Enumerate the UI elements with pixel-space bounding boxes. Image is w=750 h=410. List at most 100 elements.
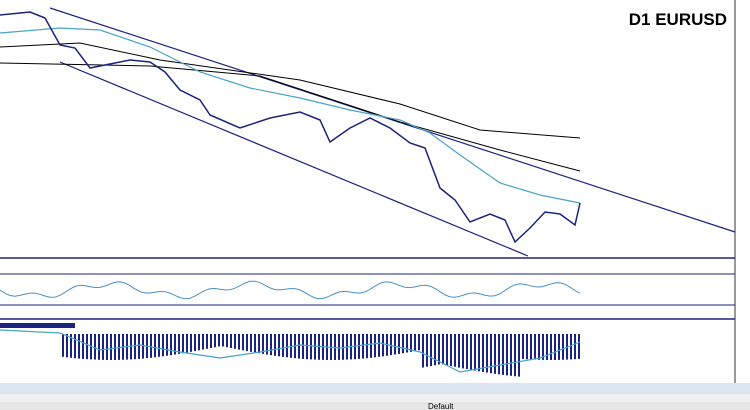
- macd-bar: [186, 334, 188, 353]
- macd-bar: [74, 334, 76, 359]
- macd-bar: [158, 334, 160, 357]
- macd-bar: [106, 334, 108, 360]
- price-line: [0, 11, 581, 244]
- macd-bar: [222, 334, 224, 347]
- macd-bar: [250, 334, 252, 352]
- macd-bar: [82, 334, 84, 359]
- macd-bar: [546, 334, 548, 360]
- macd-bar: [178, 334, 180, 354]
- macd-bar: [246, 334, 248, 352]
- macd-bar: [150, 334, 152, 358]
- macd-bar: [358, 334, 360, 359]
- macd-bar: [534, 334, 536, 360]
- macd-bar: [486, 334, 488, 373]
- macd-bar: [558, 334, 560, 360]
- macd-bar: [522, 334, 524, 359]
- macd-bar: [266, 334, 268, 355]
- macd-bar: [110, 334, 112, 360]
- macd-bar: [526, 334, 528, 360]
- macd-bar: [290, 334, 292, 358]
- time-axis: [0, 383, 750, 394]
- macd-bar: [410, 334, 412, 352]
- rsi-panel: [0, 273, 735, 320]
- status-profile: Default: [428, 402, 454, 410]
- moving-average-slow: [0, 42, 581, 139]
- macd-bar: [538, 334, 540, 360]
- macd-bar: [310, 334, 312, 360]
- macd-bar: [94, 334, 96, 360]
- macd-bar: [170, 334, 172, 356]
- macd-bar: [498, 334, 500, 375]
- moving-average-fast: [0, 27, 581, 204]
- macd-bar: [466, 334, 468, 370]
- macd-bar: [334, 334, 336, 360]
- macd-bar: [174, 334, 176, 355]
- macd-bar: [342, 334, 344, 360]
- macd-bar: [286, 334, 288, 358]
- macd-bar: [314, 334, 316, 360]
- macd-bar: [434, 334, 436, 366]
- macd-bar: [562, 334, 564, 360]
- macd-bar: [282, 334, 284, 357]
- macd-bar: [382, 334, 384, 357]
- status-bar: [0, 402, 750, 410]
- macd-bar: [478, 334, 480, 372]
- macd-bar: [274, 334, 276, 356]
- macd-bar: [446, 334, 448, 366]
- macd-bar: [78, 334, 80, 359]
- macd-bar: [302, 334, 304, 359]
- macd-bar: [218, 334, 220, 347]
- macd-bar: [394, 334, 396, 355]
- macd-bar: [162, 334, 164, 357]
- macd-bar: [530, 334, 532, 360]
- macd-bar: [194, 334, 196, 352]
- channel-bottom: [59, 61, 529, 257]
- macd-bar: [210, 334, 212, 348]
- macd-bar: [258, 334, 260, 354]
- macd-bar: [414, 334, 416, 351]
- macd-bar: [230, 334, 232, 348]
- macd-bar: [118, 334, 120, 360]
- macd-bar: [66, 334, 68, 358]
- macd-bar: [578, 334, 580, 359]
- chart-title: D1 EURUSD: [629, 10, 727, 29]
- macd-bar: [242, 334, 244, 351]
- macd-bar: [142, 334, 144, 359]
- macd-bar: [390, 334, 392, 356]
- macd-bar: [166, 334, 168, 356]
- macd-bar: [198, 334, 200, 351]
- macd-bar: [254, 334, 256, 353]
- macd-bar: [206, 334, 208, 349]
- macd-bar: [550, 334, 552, 360]
- macd-bar: [514, 334, 516, 377]
- main-chart: D1 EURUSD: [0, 0, 736, 383]
- macd-bar: [214, 334, 216, 348]
- macd-bar: [470, 334, 472, 370]
- macd-bar: [86, 334, 88, 360]
- macd-bar: [430, 334, 432, 366]
- macd-bar: [494, 334, 496, 374]
- macd-panel: [0, 323, 581, 377]
- macd-bar: [234, 334, 236, 349]
- macd-bar: [278, 334, 280, 357]
- macd-bar: [374, 334, 376, 358]
- macd-bar: [490, 334, 492, 374]
- macd-bar: [182, 334, 184, 354]
- macd-bar: [398, 334, 400, 354]
- macd-bar: [422, 334, 424, 368]
- macd-bar: [378, 334, 380, 357]
- macd-bar: [510, 334, 512, 376]
- macd-bar: [506, 334, 508, 376]
- rsi-line: [0, 280, 581, 300]
- macd-bar: [402, 334, 404, 354]
- macd-bar: [306, 334, 308, 360]
- macd-bar: [190, 334, 192, 352]
- macd-positive-bars: [0, 323, 75, 328]
- macd-bar: [450, 334, 452, 366]
- macd-bar: [154, 334, 156, 358]
- macd-bar: [102, 334, 104, 360]
- macd-bar: [338, 334, 340, 360]
- macd-signal: [0, 329, 581, 373]
- moving-average-mid: [0, 62, 581, 172]
